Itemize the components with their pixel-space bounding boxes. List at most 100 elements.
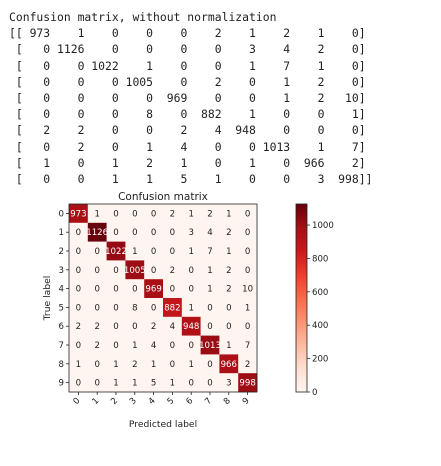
y-tick-label: 3 [59,266,64,276]
cell-value-label: 0 [113,266,118,276]
cell-value-label: 882 [164,303,180,313]
printout-row: [ 0 0 0 8 0 882 1 0 0 1] [9,107,366,122]
heatmap-cell [106,373,126,393]
printout-row: [ 2 2 0 0 2 4 948 0 0 0] [9,123,366,138]
cell-value-label: 1 [188,247,193,257]
cell-value-label: 1 [76,360,81,370]
cell-value-label: 0 [132,322,137,332]
heatmap-cell [181,241,201,261]
cell-value-label: 1 [188,360,193,370]
heatmap-cell [87,260,107,280]
heatmap-cell [144,204,164,224]
heatmap-cell [106,316,126,336]
heatmap-cell [69,354,89,374]
heatmap-cell [144,354,164,374]
cell-value-label: 1 [207,285,212,295]
cell-value-label: 0 [207,360,212,370]
heatmap-cell [200,260,220,280]
printout-row: [ 0 0 1022 1 0 0 1 7 1 0] [9,58,366,73]
cell-value-label: 0 [188,341,193,351]
heatmap-cell [163,298,183,318]
heatmap-frame [68,203,258,393]
confusion-matrix-chart: Confusion matrix 973 1 0 0 0 2 1 2 1 0 0 1126 0 0 0 0 3 4 2… [0,190,441,466]
x-tick-label: 9 [241,396,252,407]
printout-row: [ 0 0 1 1 5 1 0 0 3 998]] [9,172,373,187]
cell-value-label: 2 [94,322,99,332]
cell-value-label: 1 [226,341,231,351]
x-tick-label: 7 [203,396,214,407]
heatmap-cell [200,204,220,224]
cell-value-label: 3 [226,379,231,389]
cell-value-label: 0 [94,379,99,389]
heatmap-cell [238,316,258,336]
heatmap-cell [87,222,107,242]
heatmap-cell [125,354,145,374]
cell-value-label: 0 [151,209,156,219]
heatmap-cell [238,373,258,393]
cell-value-label: 973 [70,209,86,219]
heatmap-cell [181,373,201,393]
heatmap-cell [200,241,220,261]
heatmap-cell [163,222,183,242]
cell-value-label: 0 [170,341,175,351]
heatmap-cell [219,241,239,261]
heatmap-cell [219,373,239,393]
cell-value-label: 1 [113,360,118,370]
cell-value-label: 0 [170,228,175,238]
cell-value-label: 0 [94,360,99,370]
printout-row: [ 1 0 1 2 1 0 1 0 966 2] [9,155,366,170]
x-tick-label: 2 [109,396,120,407]
heatmap-cell [69,241,89,261]
cell-value-label: 0 [113,209,118,219]
heatmap-cell [181,222,201,242]
heatmap-cell [125,260,145,280]
cell-value-label: 0 [132,228,137,238]
cell-value-label: 7 [245,341,250,351]
heatmap-cell [125,373,145,393]
heatmap-cell [87,354,107,374]
cell-value-label: 2 [170,209,175,219]
heatmap-cell [106,298,126,318]
heatmap-cell [238,279,258,299]
colorbar-tick-label: 1000 [312,221,334,231]
heatmap-cell [87,279,107,299]
cell-value-label: 969 [145,285,161,295]
cell-value-label: 0 [170,247,175,257]
cell-value-label: 0 [76,266,81,276]
heatmap-cell [106,222,126,242]
confusion-matrix-printout: Confusion matrix, without normalization … [9,9,372,187]
heatmap-cell [238,260,258,280]
cell-value-label: 1 [226,209,231,219]
heatmap-cell [181,298,201,318]
heatmap-cell [125,279,145,299]
heatmap-cell [181,335,201,355]
heatmap-cell [219,260,239,280]
cell-value-label: 1 [151,360,156,370]
colorbar-tick-label: 600 [312,288,328,298]
x-tick-label: 4 [147,396,158,407]
cell-value-label: 3 [188,228,193,238]
cell-value-label: 1 [188,303,193,313]
cell-value-label: 8 [132,303,137,313]
heatmap-cell [200,316,220,336]
heatmap-cell [125,222,145,242]
cell-value-label: 0 [170,285,175,295]
cell-value-label: 0 [207,322,212,332]
cell-value-label: 0 [245,322,250,332]
cell-value-label: 2 [94,341,99,351]
cell-value-label: 2 [226,266,231,276]
heatmap-cell [125,316,145,336]
cell-value-label: 0 [94,247,99,257]
heatmap-cell [69,373,89,393]
cell-value-label: 0 [151,228,156,238]
heatmap-cell [144,335,164,355]
heatmap-cell [200,373,220,393]
cell-value-label: 4 [207,228,212,238]
colorbar-tick-label: 200 [312,355,328,365]
x-tick-label: 8 [222,396,233,407]
heatmap-cell [144,260,164,280]
y-axis-label: True label [42,276,53,322]
heatmap-cell [163,335,183,355]
x-tick-label: 5 [166,396,177,407]
cell-value-label: 2 [151,322,156,332]
